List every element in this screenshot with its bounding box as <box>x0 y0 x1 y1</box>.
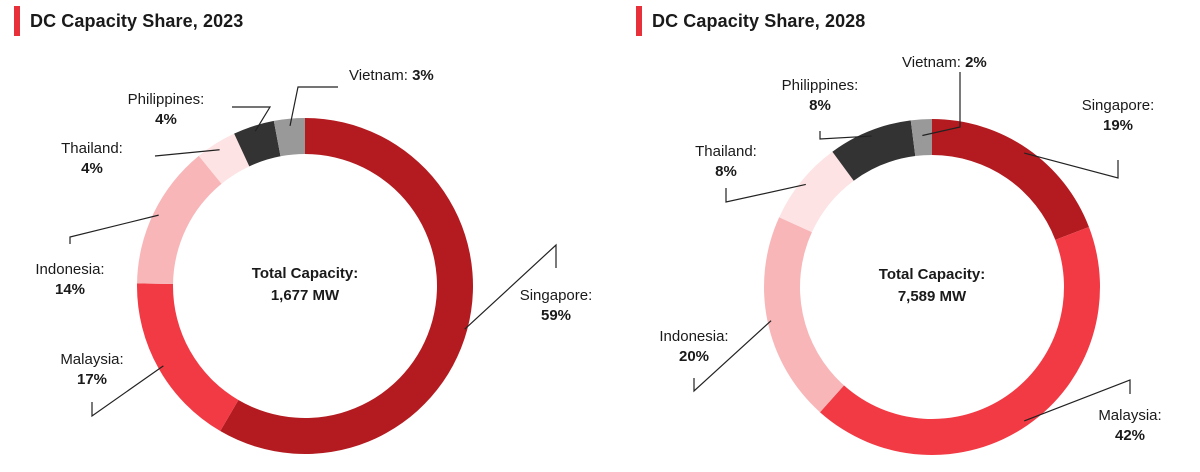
data-label-name-malaysia: Malaysia: <box>1098 407 1161 424</box>
data-label-name-singapore: Singapore: <box>520 287 593 304</box>
data-label-value-indonesia: 14% <box>55 281 85 298</box>
title-accent-bar <box>636 6 642 36</box>
donut-slice-vietnam <box>910 119 932 157</box>
label-value: 2% <box>965 54 987 71</box>
donut-slice-vietnam <box>273 118 305 157</box>
leader-line-philippines <box>232 106 272 132</box>
leader-line-thailand <box>154 149 220 157</box>
donut-slice-malaysia <box>137 283 239 432</box>
data-label-value-thailand: 4% <box>81 160 103 177</box>
label-value: 3% <box>412 67 434 84</box>
leader-line-vietnam <box>289 86 338 127</box>
data-label-value-indonesia: 20% <box>679 348 709 365</box>
chart-panel-2028: DC Capacity Share, 2028 Total Capacity: 7… <box>610 0 1200 472</box>
data-label-name-singapore: Singapore: <box>1082 97 1155 114</box>
donut-slice-singapore <box>932 119 1089 240</box>
data-label-vietnam: Vietnam: 3% <box>349 67 434 84</box>
data-label-name-philippines: Philippines: <box>782 77 859 94</box>
leader-line-indonesia <box>69 214 159 244</box>
donut-chart-2028: Total Capacity: 7,589 MW Singapore: 19% Mala… <box>659 54 1162 455</box>
data-label-name-malaysia: Malaysia: <box>60 351 123 368</box>
data-label-name-indonesia: Indonesia: <box>659 328 728 345</box>
donut-slice-malaysia <box>819 227 1100 455</box>
data-label-name-thailand: Thailand: <box>61 140 123 157</box>
leader-line-philippines <box>819 131 872 140</box>
donut-slice-singapore <box>220 118 474 455</box>
donut-slice-philippines <box>234 120 281 167</box>
leader-line-indonesia <box>693 320 772 393</box>
leader-line-malaysia <box>91 365 164 418</box>
chart-title-group: DC Capacity Share, 2028 <box>636 6 865 36</box>
data-label-vietnam: Vietnam: 2% <box>902 54 987 71</box>
donut-slice-thailand <box>779 151 854 233</box>
data-label-value-singapore: 19% <box>1103 117 1133 134</box>
leader-line-singapore <box>1024 152 1119 179</box>
data-label-value-philippines: 4% <box>155 111 177 128</box>
data-label-value-malaysia: 17% <box>77 371 107 388</box>
leader-line-malaysia <box>1023 379 1131 422</box>
donut-slice-indonesia <box>764 217 844 413</box>
chart-title: DC Capacity Share, 2023 <box>30 10 244 31</box>
title-accent-bar <box>14 6 20 36</box>
donut-chart-2023: Total Capacity: 1,677 MW Singapore: 59% Mala… <box>35 67 593 455</box>
donut-slice-thailand <box>198 133 250 184</box>
center-value: 1,677 MW <box>271 287 340 304</box>
donut-slice-indonesia <box>137 155 222 284</box>
data-label-name-indonesia: Indonesia: <box>35 261 104 278</box>
center-value: 7,589 MW <box>898 288 967 305</box>
leader-line-singapore <box>464 243 557 330</box>
data-label-value-philippines: 8% <box>809 97 831 114</box>
label-name: Vietnam: <box>902 54 965 71</box>
chart-title: DC Capacity Share, 2028 <box>652 10 866 31</box>
donut-slice-philippines <box>832 120 916 181</box>
data-label-name-philippines: Philippines: <box>128 91 205 108</box>
center-label: Total Capacity: <box>252 265 358 282</box>
data-label-value-singapore: 59% <box>541 307 571 324</box>
center-label: Total Capacity: <box>879 266 985 283</box>
chart-title-group: DC Capacity Share, 2023 <box>14 6 243 36</box>
leader-line-thailand <box>725 183 806 203</box>
data-label-value-malaysia: 42% <box>1115 427 1145 444</box>
label-name: Vietnam: <box>349 67 412 84</box>
chart-panel-2023: DC Capacity Share, 2023 Total Capacity: 1… <box>14 6 593 455</box>
data-label-name-thailand: Thailand: <box>695 143 757 160</box>
data-label-value-thailand: 8% <box>715 163 737 180</box>
leader-line-vietnam <box>922 72 961 137</box>
